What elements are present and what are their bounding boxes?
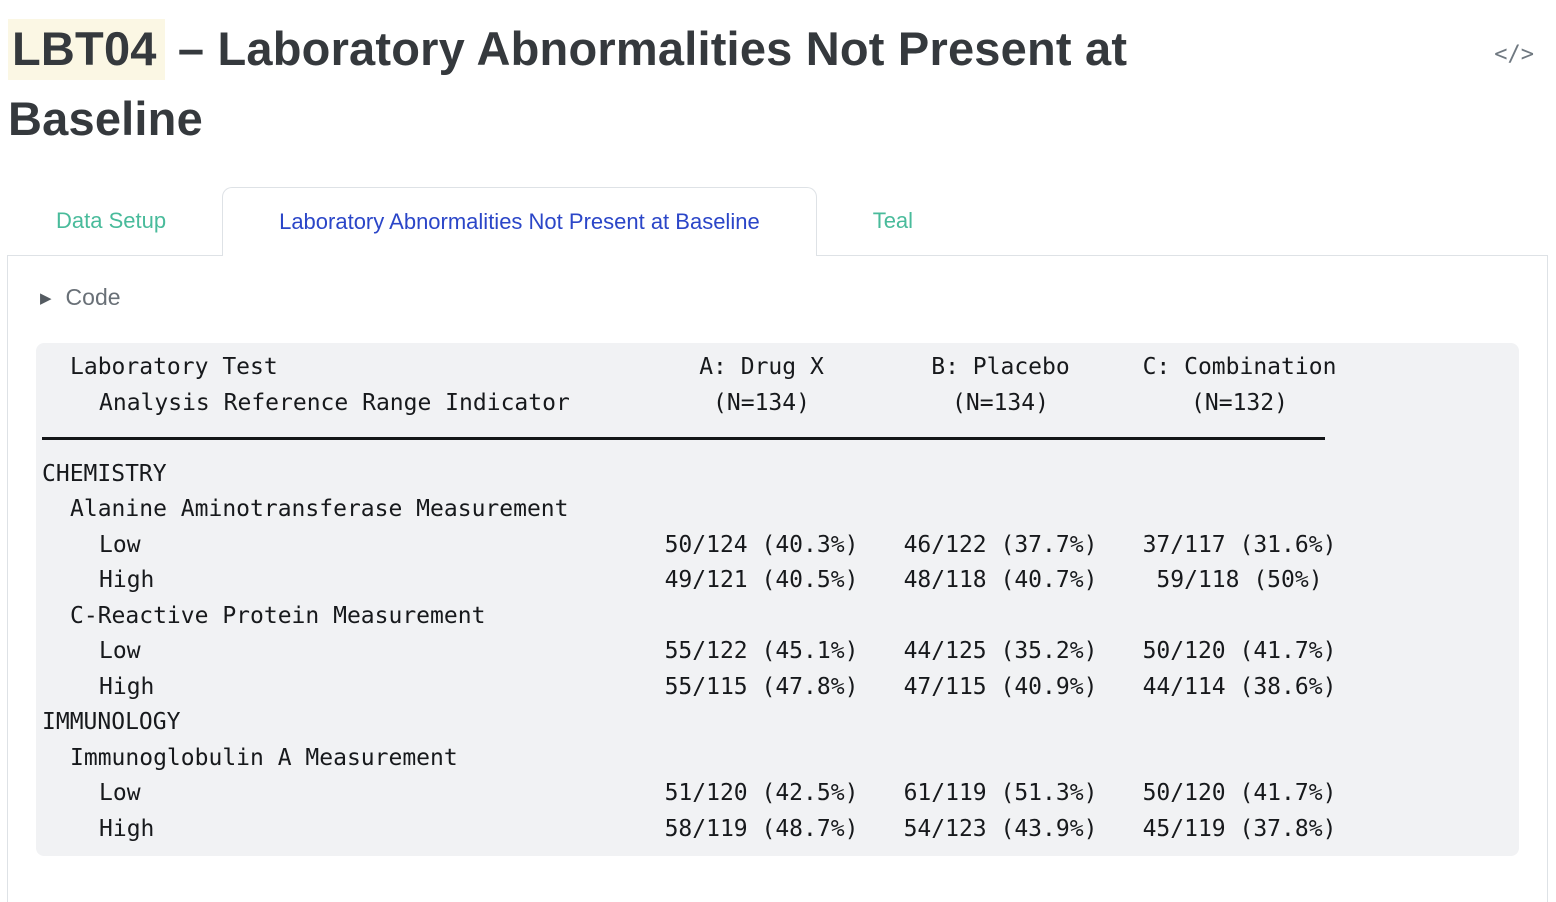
- tab-bar: Data Setup Laboratory Abnormalities Not …: [0, 187, 1556, 256]
- table-row: Immunoglobulin A Measurement: [42, 741, 1367, 777]
- divider-line: [42, 437, 1325, 441]
- header-col-a: A: Drug X: [699, 354, 824, 380]
- header-label: Laboratory Test: [70, 354, 278, 380]
- table-row: C-Reactive Protein Measurement: [42, 599, 1367, 635]
- cell: [1120, 741, 1359, 777]
- code-disclosure[interactable]: ▶ Code: [40, 284, 1519, 311]
- row-label: CHEMISTRY: [42, 460, 167, 487]
- table-header-row: Analysis Reference Range Indicator (N=13…: [42, 386, 1367, 422]
- cell: 59/118 (50%): [1156, 567, 1323, 593]
- cell: 50/120 (41.7%): [1142, 780, 1337, 806]
- cell: [881, 492, 1120, 528]
- code-slash-icon[interactable]: </>: [1494, 42, 1534, 67]
- row-label: High: [99, 815, 155, 842]
- cell: [1120, 599, 1359, 635]
- row-label: High: [99, 673, 155, 700]
- cell: 50/124 (40.3%): [664, 531, 859, 558]
- page-title: LBT04 – Laboratory Abnormalities Not Pre…: [8, 14, 1316, 154]
- row-label: Low: [99, 638, 141, 664]
- cell: 49/121 (40.5%): [664, 567, 859, 593]
- row-label: Low: [99, 531, 141, 558]
- title-text: – Laboratory Abnormalities Not Present a…: [8, 22, 1141, 145]
- table-row: Alanine Aminotransferase Measurement: [42, 492, 1367, 528]
- cell: 55/122 (45.1%): [664, 638, 859, 664]
- cell: [881, 705, 1120, 741]
- tab-data-setup[interactable]: Data Setup: [56, 208, 167, 233]
- header-col-a: (N=134): [713, 389, 810, 416]
- cell: [642, 599, 881, 635]
- cell: 55/115 (47.8%): [664, 673, 859, 700]
- cell: 61/119 (51.3%): [903, 780, 1098, 806]
- cell: 48/118 (40.7%): [903, 567, 1098, 593]
- tab-laboratory-abnormalities[interactable]: Laboratory Abnormalities Not Present at …: [222, 187, 817, 256]
- tab-teal[interactable]: Teal: [872, 208, 914, 233]
- table-row: High 49/121 (40.5%) 48/118 (40.7%) 59/11…: [42, 563, 1367, 599]
- cell: [642, 705, 881, 741]
- cell: [881, 457, 1120, 493]
- cell: 50/120 (41.7%): [1142, 638, 1337, 664]
- row-label: Low: [99, 780, 141, 806]
- output-table: Laboratory Test A: Drug X B: Placebo C: …: [36, 343, 1519, 856]
- cell: [1120, 457, 1359, 493]
- table-row: High 55/115 (47.8%) 47/115 (40.9%) 44/11…: [42, 670, 1367, 706]
- cell: 51/120 (42.5%): [664, 780, 859, 806]
- cell: 44/125 (35.2%): [903, 638, 1098, 664]
- table-row: Low 55/122 (45.1%) 44/125 (35.2%) 50/120…: [42, 634, 1367, 670]
- cell: [1120, 492, 1359, 528]
- table-row: Low 50/124 (40.3%) 46/122 (37.7%) 37/117…: [42, 528, 1367, 564]
- cell: 46/122 (37.7%): [903, 531, 1098, 558]
- cell: [642, 457, 881, 493]
- cell: 58/119 (48.7%): [664, 815, 859, 842]
- table-row: IMMUNOLOGY: [42, 705, 1367, 741]
- header-label: Analysis Reference Range Indicator: [99, 389, 570, 416]
- table-row: CHEMISTRY: [42, 457, 1367, 493]
- row-label: Alanine Aminotransferase Measurement: [70, 496, 569, 522]
- tab-content-panel: ▶ Code Laboratory Test A: Drug X B: Plac…: [7, 255, 1548, 902]
- row-label: Immunoglobulin A Measurement: [70, 744, 458, 771]
- row-label: High: [99, 567, 155, 593]
- header-col-b: B: Placebo: [931, 354, 1070, 380]
- collapse-triangle-icon: ▶: [40, 289, 52, 307]
- page: LBT04 – Laboratory Abnormalities Not Pre…: [0, 14, 1556, 902]
- row-label: C-Reactive Protein Measurement: [70, 602, 486, 629]
- table-row: Low 51/120 (42.5%) 61/119 (51.3%) 50/120…: [42, 776, 1367, 812]
- cell: [1120, 705, 1359, 741]
- table-header-row: Laboratory Test A: Drug X B: Placebo C: …: [42, 350, 1367, 386]
- cell: [881, 741, 1120, 777]
- header-col-c: C: Combination: [1142, 354, 1337, 380]
- table-row: High 58/119 (48.7%) 54/123 (43.9%) 45/11…: [42, 812, 1367, 848]
- title-code-highlight: LBT04: [8, 19, 165, 80]
- cell: 54/123 (43.9%): [903, 815, 1098, 842]
- header-col-b: (N=134): [952, 389, 1049, 416]
- cell: 45/119 (37.8%): [1142, 815, 1337, 842]
- cell: 44/114 (38.6%): [1142, 673, 1337, 700]
- cell: [642, 741, 881, 777]
- cell: 37/117 (31.6%): [1142, 531, 1337, 558]
- header-divider: [42, 421, 1367, 457]
- cell: 47/115 (40.9%): [903, 673, 1098, 700]
- cell: [642, 492, 881, 528]
- header-col-c: (N=132): [1191, 389, 1288, 416]
- cell: [881, 599, 1120, 635]
- row-label: IMMUNOLOGY: [42, 709, 181, 735]
- code-disclosure-label: Code: [65, 284, 121, 310]
